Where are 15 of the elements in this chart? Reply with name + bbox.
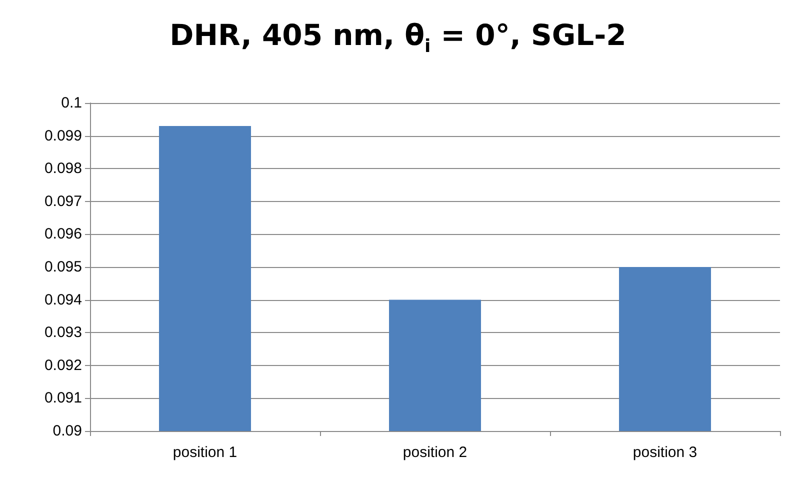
y-tick-label: 0.091: [44, 390, 82, 407]
x-tick-label: position 2: [402, 444, 468, 461]
y-tick-label: 0.095: [44, 258, 82, 276]
y-tick-label: 0.096: [44, 226, 82, 243]
y-tick-label: 0.098: [44, 160, 82, 178]
y-tick-label: 0.09: [52, 422, 82, 440]
y-tick-label: 0.094: [44, 291, 82, 308]
x-tick-label: position 1: [172, 444, 238, 461]
y-tick-label: 0.097: [44, 192, 82, 210]
y-tick-label: 0.099: [44, 127, 82, 144]
y-tick-label: 0.1: [61, 94, 82, 112]
y-tick-label: 0.092: [44, 356, 82, 374]
chart-title: DHR, 405 nm, θ$_{i}$ = 0°, SGL-2: [168, 18, 628, 57]
x-tick-label: position 3: [632, 444, 698, 461]
y-tick-label: 0.093: [44, 324, 82, 342]
